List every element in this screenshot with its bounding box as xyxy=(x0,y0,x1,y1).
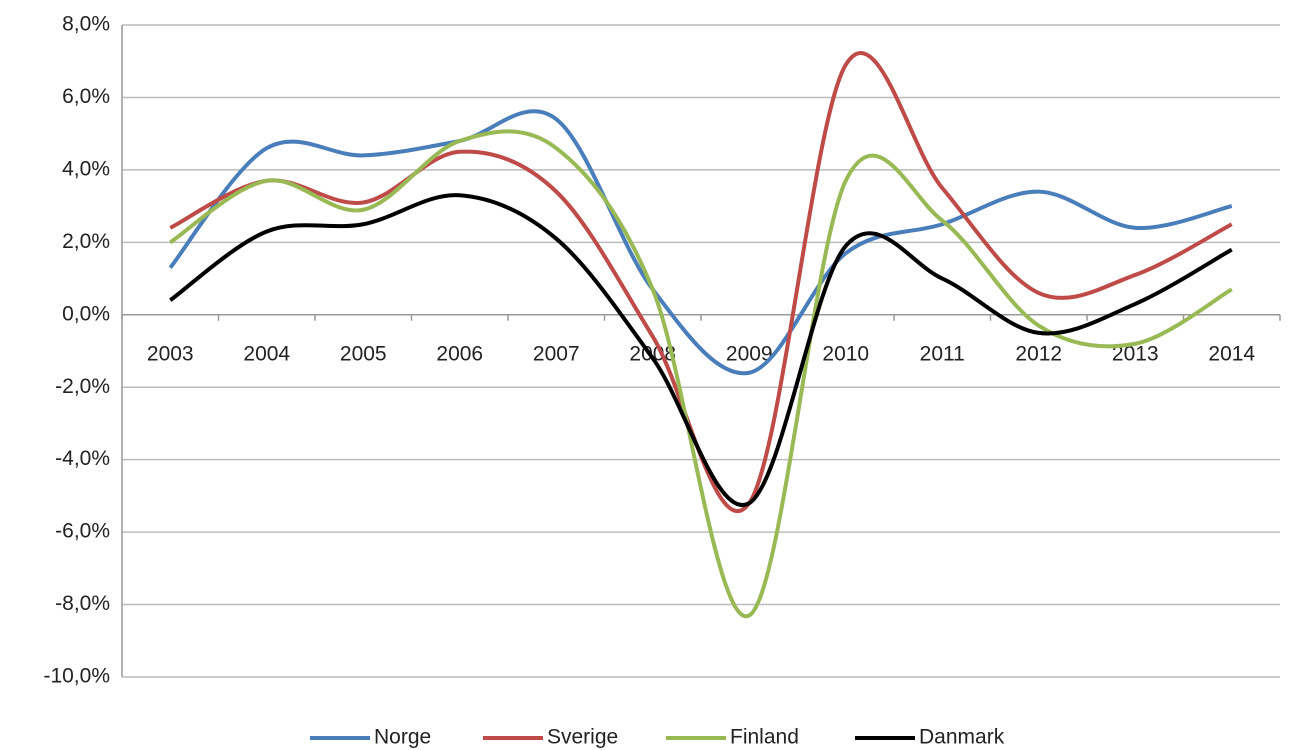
y-tick-label: 8,0% xyxy=(62,13,110,36)
y-tick-label: -2,0% xyxy=(55,375,110,398)
x-tick-label: 2014 xyxy=(1208,342,1255,365)
x-tick-label: 2009 xyxy=(726,342,773,365)
legend-label: Norge xyxy=(374,726,431,749)
line-series xyxy=(169,51,1233,514)
x-tick-label: 2003 xyxy=(147,342,194,365)
x-tick-label: 2011 xyxy=(920,342,965,365)
x-tick-label: 2005 xyxy=(340,342,387,365)
legend-label: Finland xyxy=(730,726,799,749)
line-series xyxy=(168,109,1233,376)
y-tick-label: 2,0% xyxy=(62,230,110,253)
y-tick-label: -8,0% xyxy=(55,592,110,615)
y-tick-label: -6,0% xyxy=(55,520,110,543)
x-tick-label: 2010 xyxy=(822,342,869,365)
x-tick-label: 2006 xyxy=(436,342,483,365)
y-tick-label: 6,0% xyxy=(62,85,110,108)
x-tick-label: 2013 xyxy=(1112,342,1159,365)
line-series xyxy=(169,193,1233,508)
y-tick-label: 4,0% xyxy=(62,157,110,180)
x-tick-label: 2007 xyxy=(533,342,580,365)
legend-label: Sverige xyxy=(547,726,618,749)
y-tick-label: -4,0% xyxy=(55,447,110,470)
x-tick-label: 2004 xyxy=(243,342,290,365)
line-series xyxy=(169,129,1233,619)
legend-label: Danmark xyxy=(919,726,1005,749)
y-tick-label: 0,0% xyxy=(62,302,110,325)
x-tick-label: 2012 xyxy=(1015,342,1062,365)
y-tick-label: -10,0% xyxy=(43,665,110,688)
